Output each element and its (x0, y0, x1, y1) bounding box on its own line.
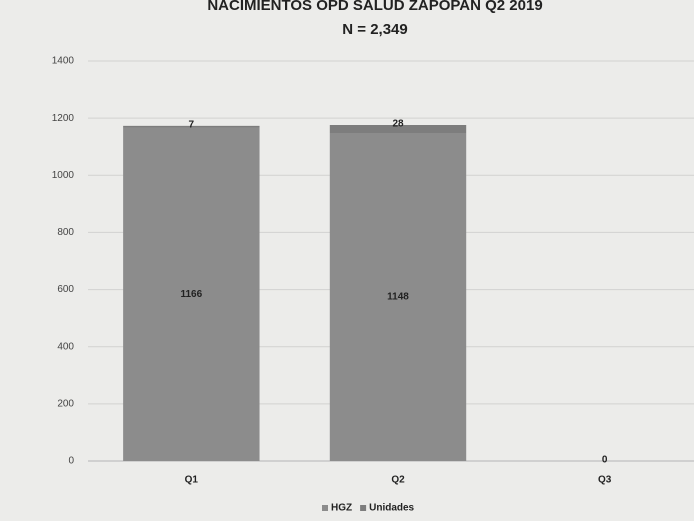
data-label: 7 (189, 119, 195, 130)
y-tick-label: 800 (57, 227, 74, 238)
y-tick-label: 600 (57, 284, 74, 295)
legend-swatch (360, 505, 367, 511)
chart-subtitle: N = 2,349 (342, 21, 407, 38)
data-label: 28 (392, 119, 404, 130)
y-tick-label: 400 (57, 341, 74, 352)
x-tick-label: Q2 (391, 475, 405, 486)
legend-label: Unidades (369, 503, 414, 514)
y-tick-label: 1400 (52, 56, 75, 67)
y-tick-label: 0 (68, 456, 74, 467)
chart-title: NACIMIENTOS OPD SALUD ZAPOPAN Q2 2019 (207, 0, 542, 14)
y-tick-label: 1200 (52, 113, 75, 124)
legend-label: HGZ (331, 503, 352, 514)
data-label: 1166 (180, 289, 202, 300)
bar-segment (123, 125, 260, 128)
bar-segment (329, 133, 467, 461)
bar-segment (123, 127, 260, 461)
bar-segment (329, 125, 467, 133)
data-label: 0 (602, 455, 608, 466)
y-tick-label: 200 (57, 398, 74, 409)
legend-swatch (322, 505, 328, 511)
x-tick-label: Q1 (185, 475, 199, 486)
y-tick-label: 1000 (52, 170, 75, 181)
x-tick-label: Q3 (598, 475, 612, 486)
data-label: 1148 (387, 292, 409, 303)
